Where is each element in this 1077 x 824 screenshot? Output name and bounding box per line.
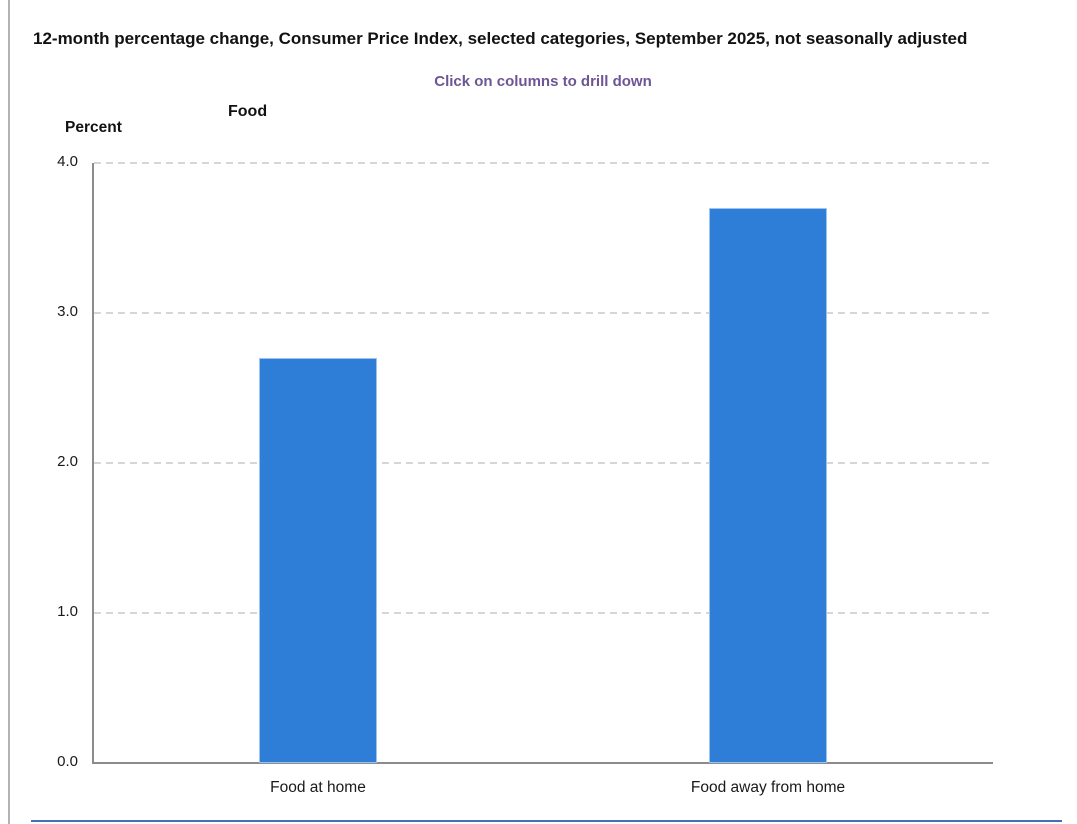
gridline-2.0: [94, 462, 993, 464]
y-tick-label-4.0: 4.0: [57, 153, 78, 170]
gridline-3.0: [94, 312, 993, 314]
bottom-rule: [31, 820, 1062, 822]
x-label-food-away-from-home: Food away from home: [690, 779, 846, 796]
drilldown-hint: Click on columns to drill down: [434, 73, 652, 90]
x-label-food-at-home: Food at home: [270, 779, 366, 796]
page-left-border: [8, 0, 10, 824]
bar-food-at-home[interactable]: [259, 358, 377, 763]
gridline-1.0: [94, 612, 993, 614]
y-tick-label-0.0: 0.0: [57, 753, 78, 770]
x-axis-line: [92, 762, 993, 764]
y-axis-title: Percent: [65, 119, 122, 136]
bar-food-away-from-home[interactable]: [709, 208, 827, 763]
y-axis-line: [92, 163, 94, 764]
chart-title: Food: [228, 103, 268, 120]
y-tick-label-2.0: 2.0: [57, 453, 78, 470]
y-tick-label-3.0: 3.0: [57, 303, 78, 320]
gridline-4.0: [94, 162, 993, 164]
y-tick-label-1.0: 1.0: [57, 603, 78, 620]
page-title: 12-month percentage change, Consumer Pri…: [33, 29, 968, 48]
